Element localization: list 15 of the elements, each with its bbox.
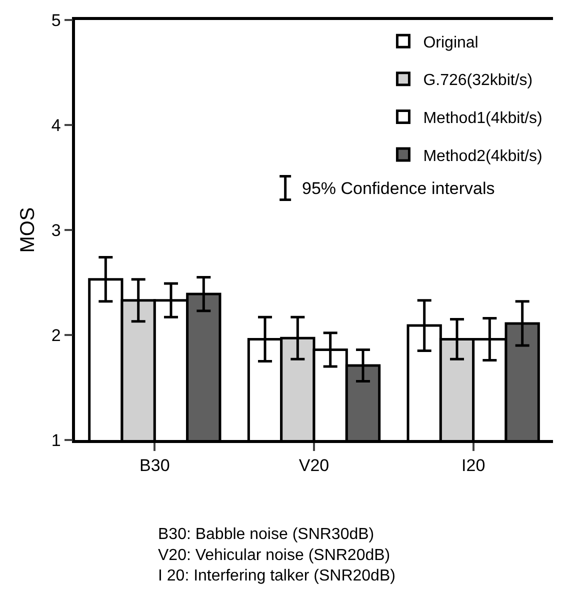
legend-label: Method2(4kbit/s) [423, 148, 542, 165]
legend-label: Method1(4kbit/s) [423, 110, 542, 127]
annotation: 95% Confidence intervals [302, 179, 495, 198]
legend-label: G.726(32kbit/s) [423, 72, 533, 90]
y-axis-title: MOS [16, 207, 39, 253]
y-tick-label: 3 [51, 220, 61, 240]
y-tick-label: 2 [51, 326, 61, 345]
x-tick-label: V20 [298, 456, 330, 476]
y-tick-label: 1 [51, 430, 61, 450]
y-tick-label: 4 [51, 116, 61, 135]
text: B30: Babble noise (SNR30dB) V20: Vehicular noise (SNR20dB) I 20: Interfering talker (SNR20dB) [158, 526, 396, 585]
x-tick-label: B30 [140, 456, 170, 476]
x-tick-label: I20 [462, 456, 486, 476]
legend-label: Original [423, 34, 478, 52]
y-tick-label: 5 [51, 10, 61, 30]
